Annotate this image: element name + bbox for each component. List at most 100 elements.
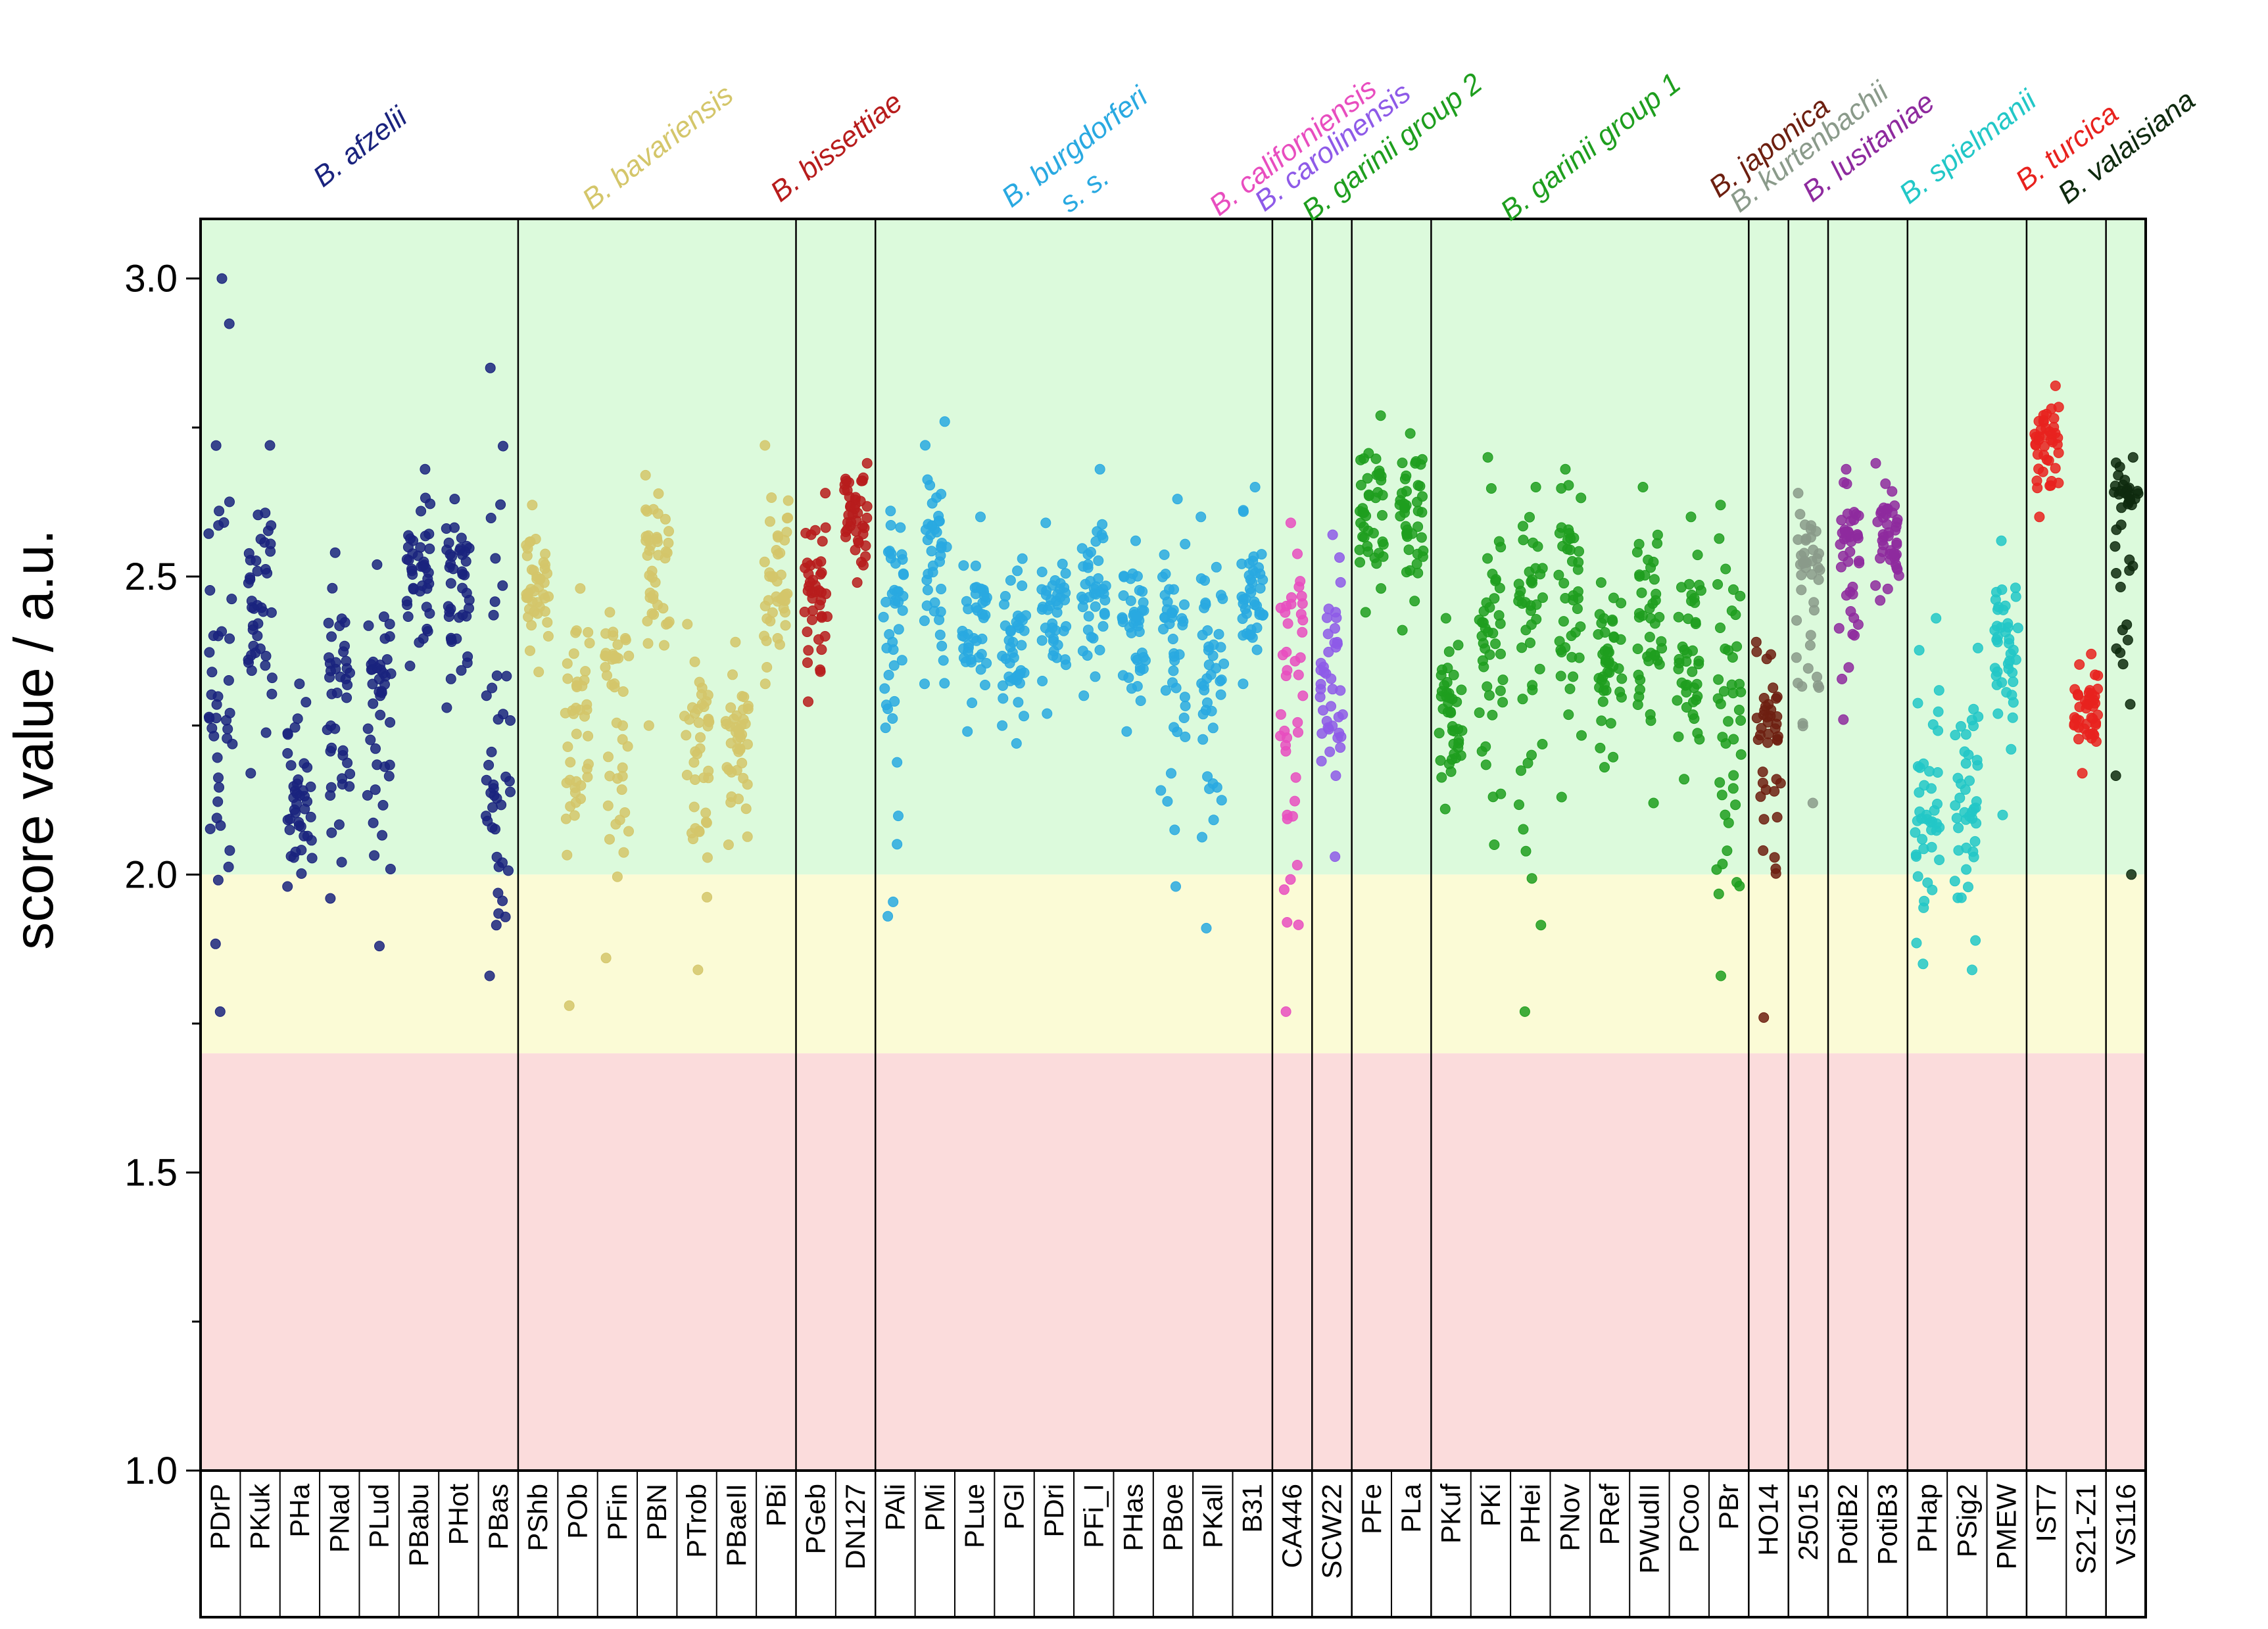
data-point [445, 578, 456, 589]
data-point [1257, 575, 1268, 585]
data-point [385, 864, 396, 874]
data-point [614, 814, 625, 826]
data-point [1019, 667, 1030, 678]
data-point [441, 523, 452, 534]
data-point [1007, 647, 1018, 658]
data-point [2115, 582, 2126, 592]
series-PBr [1711, 500, 1747, 981]
data-point [1555, 671, 1566, 682]
data-point [1961, 864, 1972, 875]
data-point [260, 660, 271, 671]
data-point [1362, 473, 1373, 484]
data-point [584, 638, 595, 649]
series-SCW22 [1315, 529, 1348, 862]
data-point [1453, 742, 1464, 753]
data-point [1553, 569, 1564, 580]
data-point [205, 585, 216, 596]
data-point [640, 531, 652, 542]
data-point [1733, 705, 1745, 715]
data-point [2050, 380, 2061, 391]
data-point [1959, 746, 1970, 757]
data-point [1215, 689, 1226, 700]
data-point [530, 534, 541, 544]
data-point [927, 498, 938, 509]
data-point [322, 724, 333, 736]
series-PKall [1195, 511, 1230, 933]
data-point [1249, 482, 1261, 492]
data-point [1180, 538, 1191, 550]
data-point [485, 362, 496, 373]
data-point [939, 678, 950, 689]
series-PShb [521, 500, 554, 678]
series-PotiB2 [1833, 463, 1865, 725]
data-point [1170, 881, 1181, 892]
data-point [926, 546, 937, 557]
data-point [936, 640, 948, 651]
data-point [1802, 663, 1814, 674]
data-point [1434, 728, 1445, 739]
data-point [1687, 645, 1698, 656]
data-point [681, 770, 692, 780]
data-point [1755, 791, 1766, 802]
data-point [1912, 697, 1923, 709]
data-point [898, 569, 909, 580]
data-point [2046, 403, 2057, 414]
data-point [342, 757, 353, 768]
data-point [816, 644, 827, 655]
data-point [919, 678, 930, 690]
data-point [1518, 824, 1529, 835]
data-point [1963, 882, 1973, 893]
data-point [1166, 768, 1176, 779]
series-PMi [919, 416, 952, 690]
data-point [1735, 749, 1747, 760]
data-point [1216, 674, 1227, 686]
data-point [1495, 618, 1506, 629]
data-point [1813, 562, 1823, 573]
data-point [882, 910, 894, 922]
data-point [1970, 935, 1981, 946]
data-point [1376, 583, 1387, 594]
data-point [817, 536, 828, 547]
data-point [693, 717, 704, 728]
data-point [1997, 809, 2008, 820]
data-point [1969, 836, 1981, 847]
data-point [1594, 609, 1605, 620]
data-point [1837, 673, 1848, 684]
data-point [893, 624, 904, 635]
data-point [529, 586, 540, 597]
data-point [1359, 453, 1369, 464]
data-point [1119, 571, 1130, 582]
data-point [385, 717, 396, 728]
data-point [1838, 714, 1849, 725]
series-POb [560, 583, 595, 1011]
data-point [847, 509, 858, 520]
data-point [1564, 683, 1576, 694]
data-point [608, 630, 619, 641]
data-point [2030, 440, 2041, 451]
y-tick-label: 2.5 [124, 555, 178, 598]
data-point [1927, 884, 1938, 895]
category-label-PHap: PHap [1912, 1484, 1942, 1553]
data-point [774, 639, 785, 650]
data-point [404, 661, 416, 671]
data-point [1554, 636, 1565, 647]
data-point [920, 440, 930, 451]
data-point [1456, 684, 1467, 696]
data-point [223, 675, 234, 686]
data-point [1914, 762, 1925, 773]
data-point [505, 786, 516, 797]
data-point [1565, 533, 1576, 544]
data-point [422, 583, 433, 594]
data-point [1568, 594, 1579, 605]
data-point [976, 649, 987, 660]
data-point [921, 600, 932, 611]
data-point [1735, 715, 1747, 726]
data-point [1395, 511, 1406, 522]
data-point [362, 790, 373, 801]
data-point [1078, 690, 1090, 701]
data-point [282, 814, 293, 826]
data-point [1751, 713, 1762, 724]
data-point [1439, 803, 1451, 814]
category-label-PBabu: PBabu [403, 1484, 434, 1567]
data-point [959, 631, 970, 642]
